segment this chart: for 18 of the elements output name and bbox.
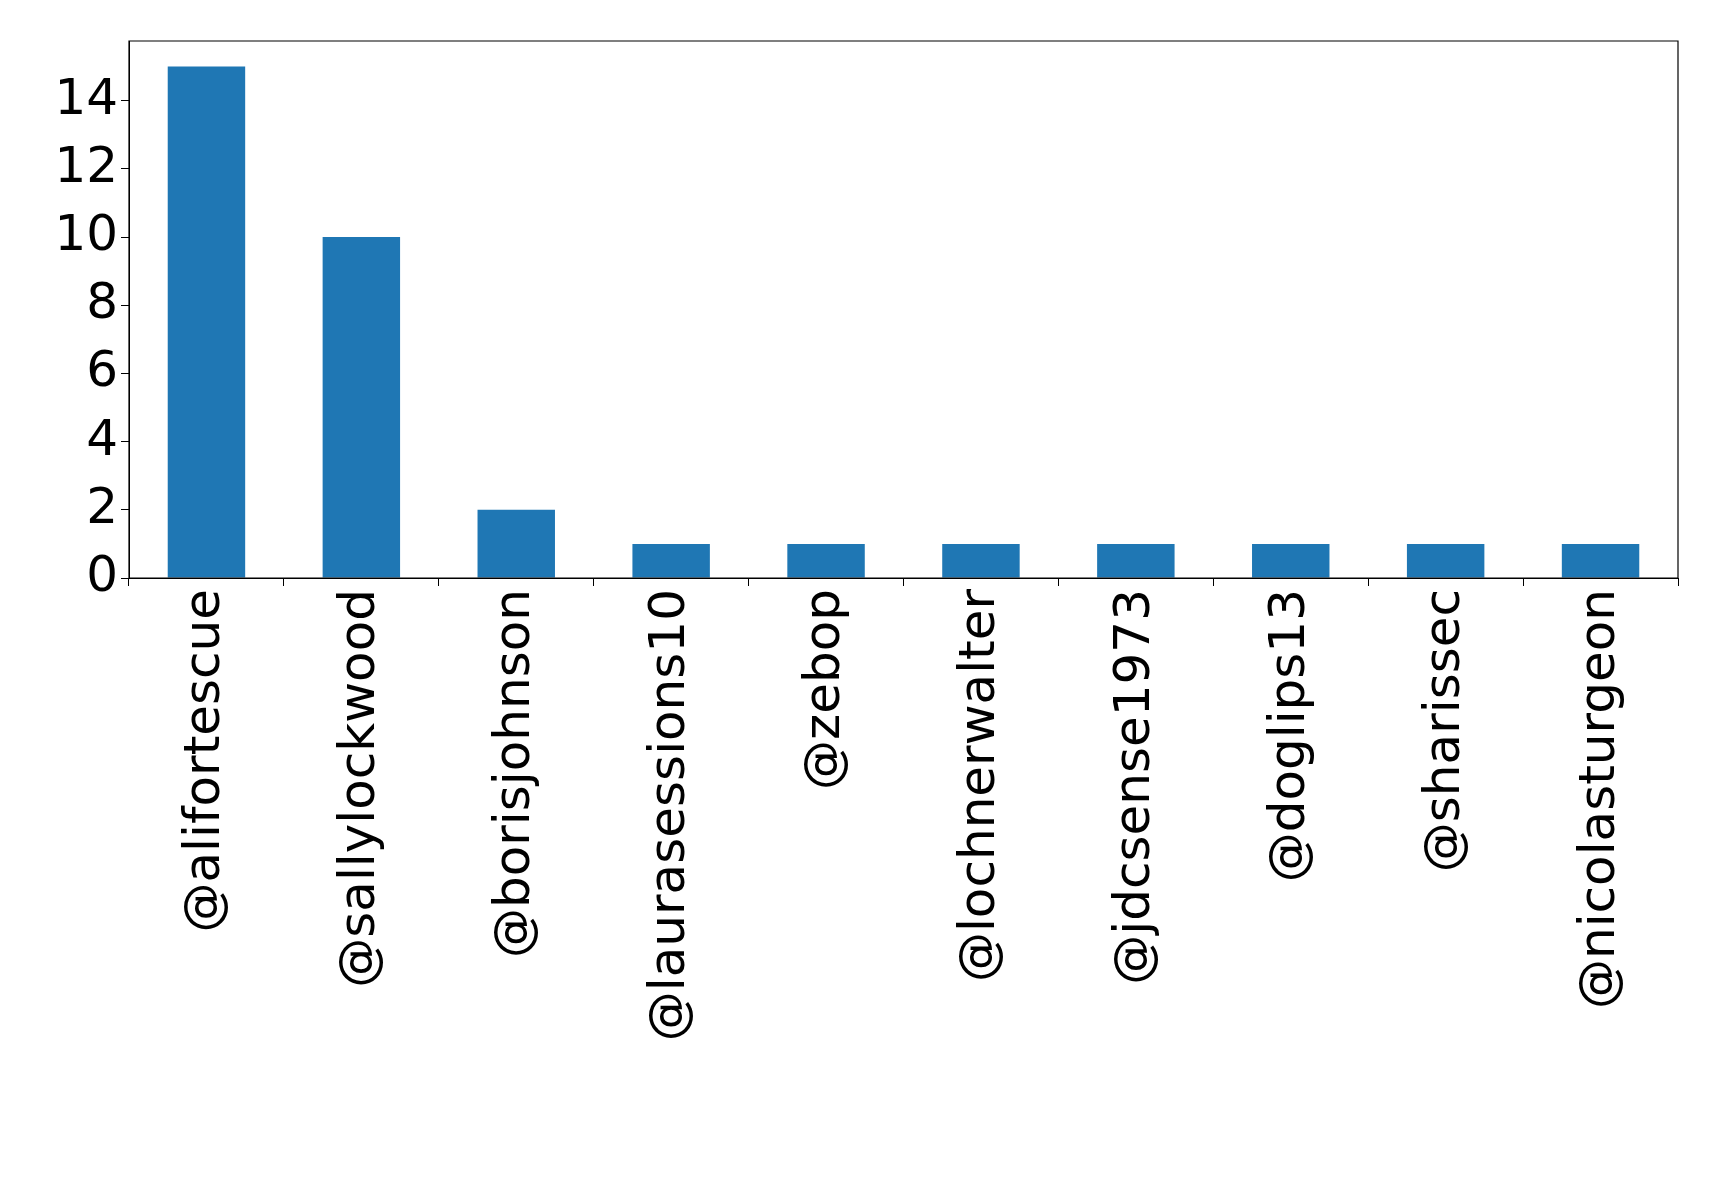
y-tick-label: 12	[54, 135, 118, 194]
y-tick-label: 0	[86, 544, 118, 603]
x-tick-label: @nicolasturgeon	[1567, 589, 1626, 1009]
x-tick-label: @lochnerwalter	[947, 588, 1006, 983]
x-tick-label: @sallylockwood	[328, 589, 387, 988]
x-tick-label: @jdcsense1973	[1102, 589, 1161, 985]
y-tick-label: 4	[86, 408, 118, 467]
y-tick-label: 8	[86, 272, 118, 331]
x-tick-label: @sharissec	[1412, 589, 1471, 873]
x-tick-label: @borisjohnson	[483, 589, 542, 959]
y-tick-label: 6	[86, 340, 118, 399]
x-tick-label: @doglips13	[1257, 589, 1316, 883]
y-tick-label: 2	[86, 476, 118, 535]
y-tick-label: 14	[54, 67, 118, 126]
x-tick-label: @alifortescue	[173, 589, 232, 933]
y-tick-label: 10	[54, 204, 118, 263]
x-tick-label: @zebop	[793, 589, 852, 791]
x-tick-label: @laurasessions10	[638, 589, 697, 1042]
